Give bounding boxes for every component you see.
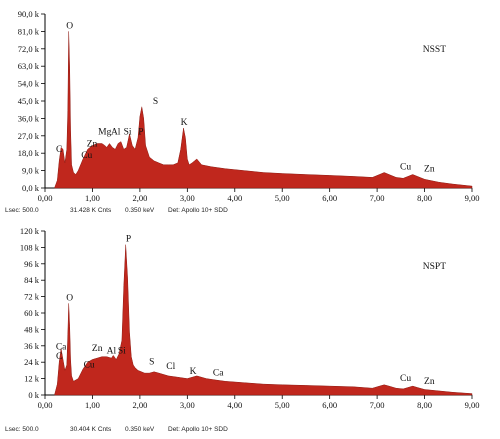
- spectrum-area: [54, 244, 473, 396]
- y-tick-label: 72,0 k: [18, 44, 40, 54]
- y-tick-label: 72 k: [24, 292, 40, 302]
- peak-label-s: S: [149, 358, 154, 368]
- x-tick-label: 3,00: [180, 400, 195, 410]
- y-tick-label: 90,0 k: [18, 9, 40, 19]
- meta-lsec: Lsec: 500.0: [5, 207, 39, 214]
- peak-label-ca: Ca: [56, 343, 67, 353]
- meta-detector: Det: Apollo 10+ SDD: [168, 426, 228, 433]
- spectrum-panel-2: 0 k 12 k 24 k 36 k 48 k 60 k 72 k 84 k 96 k 108 k…: [5, 226, 479, 433]
- x-tick-label: 9,00: [465, 193, 480, 203]
- x-tick-label: 2,00: [132, 400, 147, 410]
- peak-label-al: Al: [107, 347, 117, 357]
- peak-label-k: K: [190, 367, 197, 377]
- x-tick-label: 1,00: [85, 400, 100, 410]
- y-tick-label: 0,0 k: [22, 183, 40, 193]
- peak-label-cl: Cl: [166, 362, 175, 372]
- peak-label-s: S: [153, 97, 158, 107]
- y-tick-label: 60 k: [24, 308, 40, 318]
- y-tick-label: 36,0 k: [18, 113, 40, 123]
- peak-label-zn: Zn: [424, 164, 435, 174]
- x-tick-label: 0,00: [38, 400, 53, 410]
- peak-label-cu: Cu: [84, 360, 95, 370]
- meta-counts: 30.404 K Cnts: [70, 426, 112, 433]
- x-tick-label: 2,00: [132, 193, 147, 203]
- peak-label-mg: Mg: [98, 128, 111, 138]
- x-tick-label: 8,00: [417, 193, 432, 203]
- meta-kev: 0.350 keV: [125, 207, 155, 214]
- peak-label-k: K: [181, 118, 188, 128]
- peak-label-p: P: [138, 128, 143, 138]
- peak-label-cu: Cu: [400, 374, 411, 384]
- x-tick-label: 4,00: [227, 400, 242, 410]
- peak-label-zn: Zn: [87, 139, 98, 149]
- x-tick-label: 0,00: [38, 193, 53, 203]
- y-tick-label: 24 k: [24, 357, 40, 367]
- y-tick-label: 54,0 k: [18, 79, 40, 89]
- peak-label-cu: Cu: [400, 163, 411, 173]
- y-tick-label: 18,0 k: [18, 148, 40, 158]
- y-tick-label: 63,0 k: [18, 61, 40, 71]
- peak-label-si: Si: [124, 128, 132, 138]
- y-tick-label: 84 k: [24, 275, 40, 285]
- peak-label-cu: Cu: [81, 151, 92, 161]
- y-tick-label: 27,0 k: [18, 131, 40, 141]
- x-tick-label: 7,00: [370, 400, 385, 410]
- x-tick-label: 5,00: [275, 193, 290, 203]
- x-tick-label: 6,00: [322, 400, 337, 410]
- peak-label-c: C: [56, 145, 62, 155]
- x-tick-label: 5,00: [275, 400, 290, 410]
- spectrum-area: [54, 31, 473, 189]
- peak-label-al: Al: [111, 128, 121, 138]
- y-tick-label: 12 k: [24, 374, 40, 384]
- y-tick-label: 108 k: [20, 242, 40, 252]
- meta-kev: 0.350 keV: [125, 426, 155, 433]
- peak-label-zn: Zn: [424, 377, 435, 387]
- meta-detector: Det: Apollo 10+ SDD: [168, 207, 228, 214]
- y-tick-label: 48 k: [24, 324, 40, 334]
- peak-label-zn: Zn: [92, 344, 103, 354]
- peak-label-o: O: [66, 293, 73, 303]
- x-tick-label: 7,00: [370, 193, 385, 203]
- meta-counts: 31.428 K Cnts: [70, 207, 112, 214]
- peak-label-si: Si: [118, 347, 126, 357]
- x-tick-label: 3,00: [180, 193, 195, 203]
- x-tick-label: 4,00: [227, 193, 242, 203]
- sample-tag: NSST: [423, 45, 446, 55]
- sample-tag: NSPT: [423, 262, 446, 272]
- peak-label-o: O: [66, 21, 73, 31]
- x-tick-label: 9,00: [465, 400, 480, 410]
- y-tick-label: 0 k: [28, 390, 39, 400]
- x-tick-label: 1,00: [85, 193, 100, 203]
- y-tick-label: 96 k: [24, 259, 40, 269]
- peak-label-ca: Ca: [213, 369, 224, 379]
- spectrum-panel-1: 0,0 k 9,0 k 18,0 k 27,0 k 36,0 k 45,0 k 54,0 k…: [5, 9, 479, 214]
- meta-lsec: Lsec: 500.0: [5, 426, 39, 433]
- x-tick-label: 6,00: [322, 193, 337, 203]
- y-tick-label: 36 k: [24, 341, 40, 351]
- y-tick-label: 120 k: [20, 226, 40, 236]
- y-tick-label: 81,0 k: [18, 26, 40, 36]
- peak-label-c: C: [56, 352, 62, 362]
- peak-label-p: P: [126, 235, 131, 245]
- y-tick-label: 9,0 k: [22, 166, 40, 176]
- y-tick-label: 45,0 k: [18, 96, 40, 106]
- x-tick-label: 8,00: [417, 400, 432, 410]
